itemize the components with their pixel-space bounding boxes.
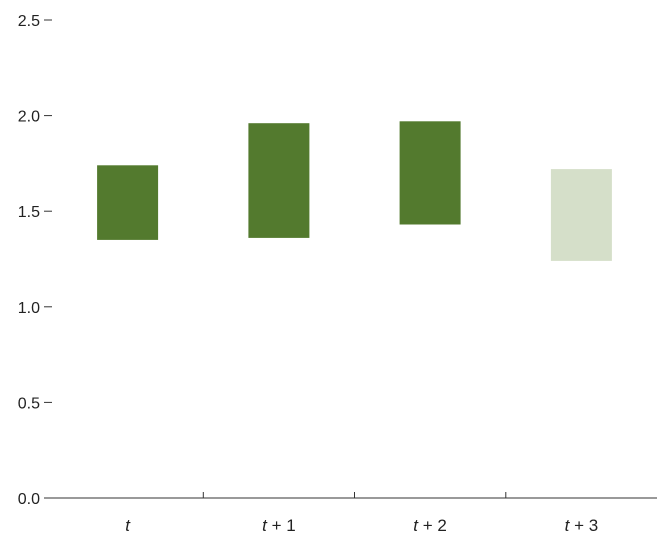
x-category-label: t bbox=[125, 516, 131, 535]
y-tick-label: 1.0 bbox=[18, 300, 40, 317]
y-tick-label: 0.5 bbox=[18, 395, 40, 412]
range-bar-2 bbox=[248, 123, 310, 238]
x-category-label: t + 1 bbox=[262, 516, 296, 535]
x-axis: t t + 1 t + 2 t + 3 bbox=[52, 492, 657, 535]
y-tick-label: 2.5 bbox=[18, 13, 40, 30]
y-axis: 0.0 0.5 1.0 1.5 2.0 2.5 bbox=[18, 13, 52, 508]
range-bar-1 bbox=[97, 165, 159, 240]
range-bar-4 bbox=[550, 169, 612, 261]
bars-group bbox=[97, 121, 612, 261]
y-tick-label: 0.0 bbox=[18, 491, 40, 508]
range-bar-3 bbox=[399, 121, 461, 225]
y-tick-label: 2.0 bbox=[18, 109, 40, 126]
y-tick-label: 1.5 bbox=[18, 204, 40, 221]
x-category-label: t + 3 bbox=[565, 516, 599, 535]
x-category-label: t + 2 bbox=[413, 516, 447, 535]
